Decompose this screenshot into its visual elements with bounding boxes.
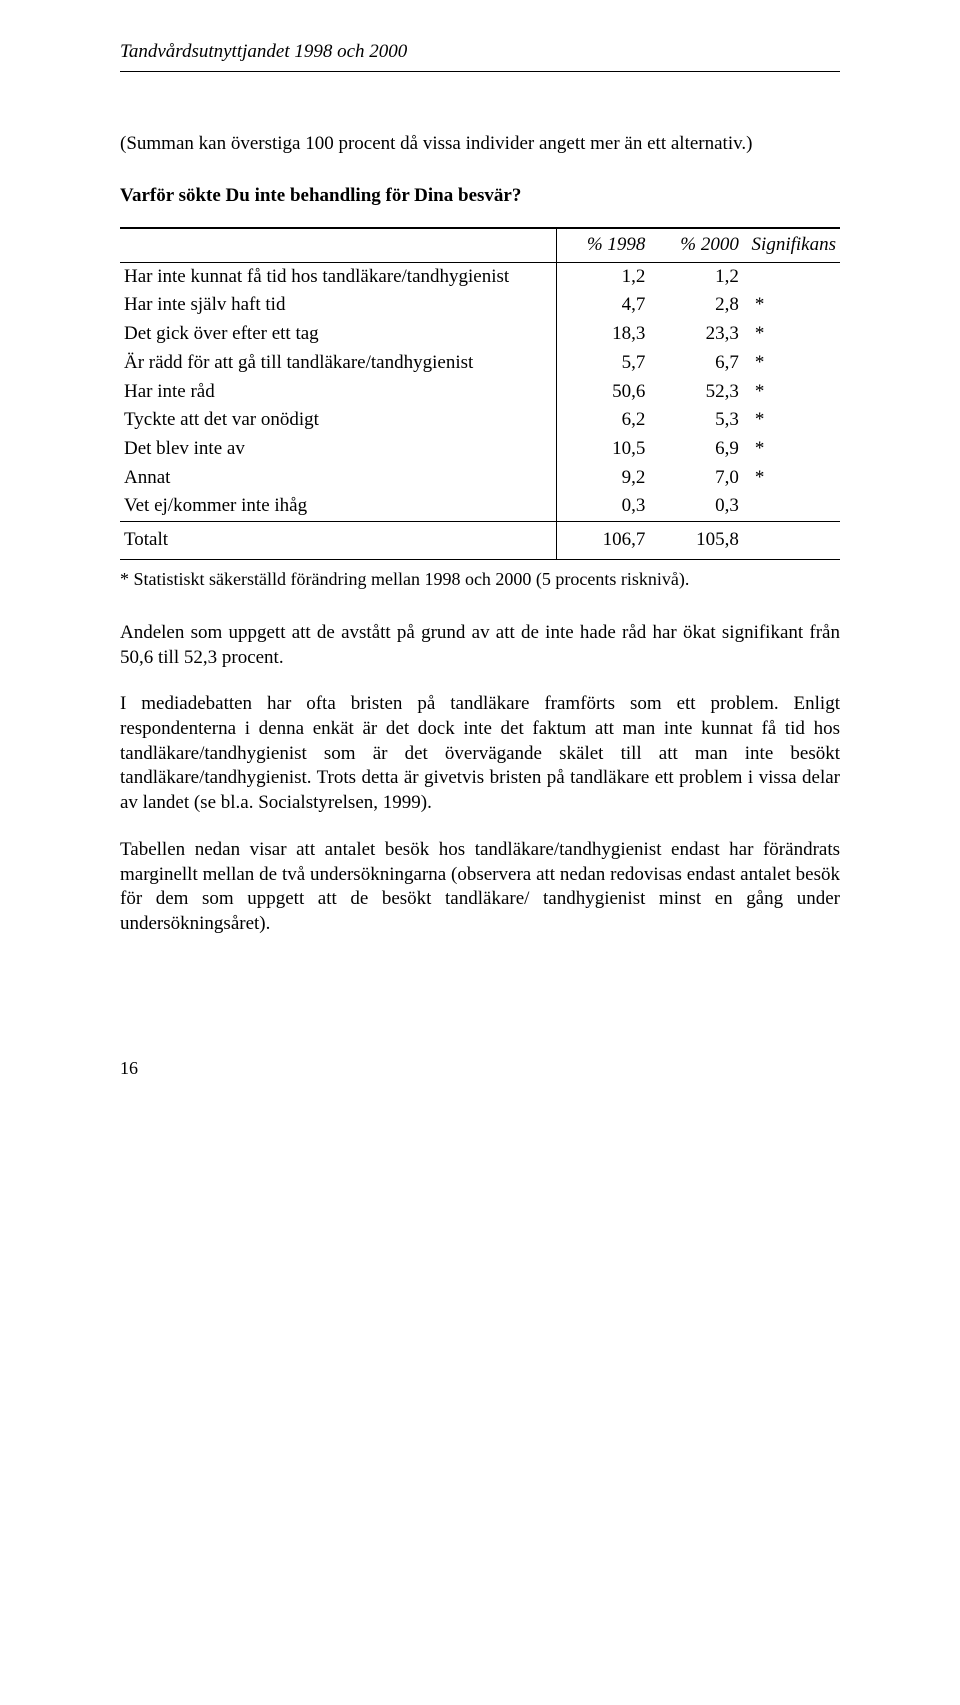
row-label: Vet ej/kommer inte ihåg bbox=[120, 492, 556, 521]
row-val: 1,2 bbox=[649, 262, 742, 291]
row-sig: * bbox=[743, 406, 840, 435]
body-paragraph: I mediadebatten har ofta bristen på tand… bbox=[120, 692, 840, 815]
table-row: Är rädd för att gå till tandläkare/tandh… bbox=[120, 349, 840, 378]
table-row: Det blev inte av 10,5 6,9 * bbox=[120, 435, 840, 464]
table-row: Tyckte att det var onödigt 6,2 5,3 * bbox=[120, 406, 840, 435]
results-table: % 1998 % 2000 Signifikans Har inte kunna… bbox=[120, 227, 840, 560]
header-rule bbox=[120, 71, 840, 72]
row-val: 6,9 bbox=[649, 435, 742, 464]
total-val: 106,7 bbox=[556, 521, 649, 559]
row-label: Det blev inte av bbox=[120, 435, 556, 464]
row-label: Har inte kunnat få tid hos tandläkare/ta… bbox=[120, 262, 556, 291]
table-row: Har inte själv haft tid 4,7 2,8 * bbox=[120, 291, 840, 320]
table-row: Det gick över efter ett tag 18,3 23,3 * bbox=[120, 320, 840, 349]
col-header-2000: % 2000 bbox=[649, 228, 742, 262]
row-val: 4,7 bbox=[556, 291, 649, 320]
total-val: 105,8 bbox=[649, 521, 742, 559]
total-label: Totalt bbox=[120, 521, 556, 559]
col-header-1998: % 1998 bbox=[556, 228, 649, 262]
table-header-row: % 1998 % 2000 Signifikans bbox=[120, 228, 840, 262]
row-sig: * bbox=[743, 435, 840, 464]
row-val: 52,3 bbox=[649, 378, 742, 407]
intro-note: (Summan kan överstiga 100 procent då vis… bbox=[120, 132, 840, 157]
row-sig: * bbox=[743, 349, 840, 378]
row-val: 7,0 bbox=[649, 464, 742, 493]
row-val: 0,3 bbox=[649, 492, 742, 521]
col-header-sig: Signifikans bbox=[743, 228, 840, 262]
row-label: Har inte råd bbox=[120, 378, 556, 407]
row-sig: * bbox=[743, 320, 840, 349]
row-val: 6,2 bbox=[556, 406, 649, 435]
row-val: 0,3 bbox=[556, 492, 649, 521]
page-number: 16 bbox=[120, 1057, 840, 1080]
row-val: 9,2 bbox=[556, 464, 649, 493]
row-label: Annat bbox=[120, 464, 556, 493]
row-val: 50,6 bbox=[556, 378, 649, 407]
row-val: 5,7 bbox=[556, 349, 649, 378]
running-header: Tandvårdsutnyttjandet 1998 och 2000 bbox=[120, 40, 840, 65]
row-sig bbox=[743, 262, 840, 291]
row-val: 23,3 bbox=[649, 320, 742, 349]
row-val: 1,2 bbox=[556, 262, 649, 291]
table-row: Annat 9,2 7,0 * bbox=[120, 464, 840, 493]
table-row: Vet ej/kommer inte ihåg 0,3 0,3 bbox=[120, 492, 840, 521]
table-total-row: Totalt 106,7 105,8 bbox=[120, 521, 840, 559]
row-label: Tyckte att det var onödigt bbox=[120, 406, 556, 435]
row-sig: * bbox=[743, 291, 840, 320]
row-label: Det gick över efter ett tag bbox=[120, 320, 556, 349]
row-sig: * bbox=[743, 464, 840, 493]
row-val: 18,3 bbox=[556, 320, 649, 349]
body-paragraph: Tabellen nedan visar att antalet besök h… bbox=[120, 838, 840, 937]
body-paragraph: Andelen som uppgett att de avstått på gr… bbox=[120, 621, 840, 670]
row-val: 2,8 bbox=[649, 291, 742, 320]
table-row: Har inte råd 50,6 52,3 * bbox=[120, 378, 840, 407]
row-sig: * bbox=[743, 378, 840, 407]
table-row: Har inte kunnat få tid hos tandläkare/ta… bbox=[120, 262, 840, 291]
row-label: Är rädd för att gå till tandläkare/tandh… bbox=[120, 349, 556, 378]
row-val: 6,7 bbox=[649, 349, 742, 378]
row-val: 5,3 bbox=[649, 406, 742, 435]
question-heading: Varför sökte Du inte behandling för Dina… bbox=[120, 184, 840, 209]
table-footnote: * Statistiskt säkerställd förändring mel… bbox=[120, 568, 840, 591]
row-val: 10,5 bbox=[556, 435, 649, 464]
row-label: Har inte själv haft tid bbox=[120, 291, 556, 320]
row-sig bbox=[743, 492, 840, 521]
